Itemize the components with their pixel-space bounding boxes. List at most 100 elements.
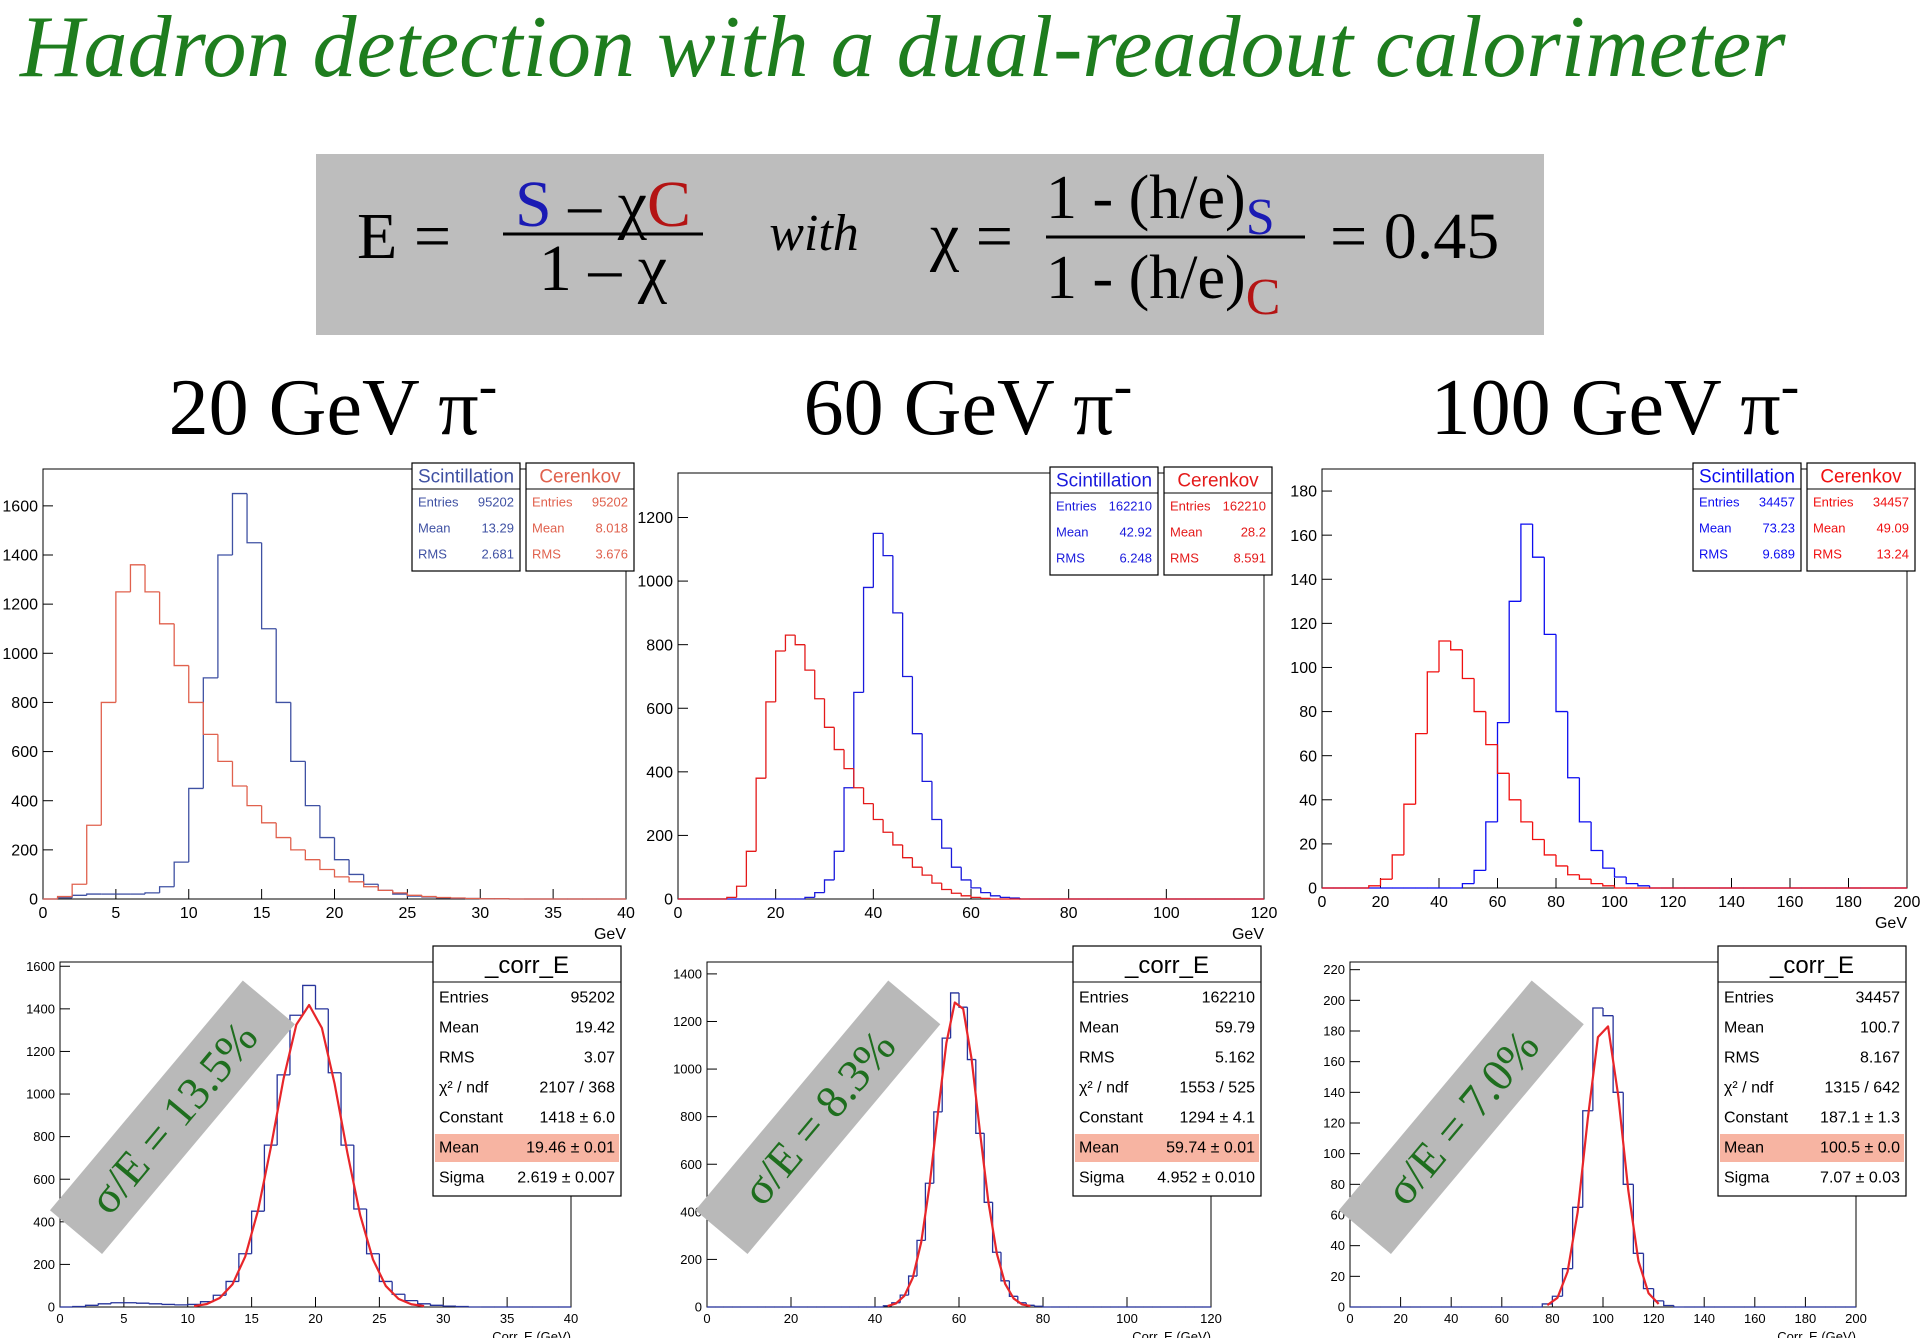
- stats-title: _corr_E: [1124, 952, 1209, 979]
- histogram-bin: [377, 884, 393, 892]
- histogram-bin: [84, 1304, 99, 1307]
- histogram-bin: [1578, 777, 1592, 823]
- histogram-bin: [1613, 868, 1627, 878]
- y-tick-label: 400: [680, 1204, 702, 1219]
- annotation-box: [49, 980, 295, 1255]
- stats-value: 3.676: [595, 547, 628, 562]
- histogram-bin: [348, 859, 364, 876]
- stats-box: Scintillation Entries 162210 Mean 42.92 RMS 6.…: [1049, 466, 1159, 576]
- histogram-bin: [1000, 1252, 1010, 1282]
- header-charge: -: [479, 355, 498, 417]
- histogram-bin: [290, 837, 306, 851]
- stats-label: Sigma: [1079, 1169, 1124, 1186]
- histogram-bin: [417, 1300, 431, 1305]
- histogram-bin: [911, 676, 923, 735]
- histogram-bin: [1602, 850, 1615, 869]
- stats-value: 162210: [1223, 499, 1266, 514]
- histogram-bin: [1642, 1253, 1654, 1290]
- y-tick-label: 1200: [637, 510, 673, 527]
- x-tick-label: 80: [1545, 1311, 1559, 1326]
- histogram-bin: [843, 749, 854, 770]
- y-tick-label: 220: [1323, 962, 1345, 977]
- histogram-bin: [363, 874, 379, 885]
- stats-label: Entries: [1056, 499, 1097, 514]
- stats-highlight: [1075, 1134, 1259, 1162]
- histogram-bin: [404, 1294, 418, 1302]
- y-tick-label: 180: [1323, 1024, 1345, 1039]
- histogram-bin: [1567, 865, 1580, 876]
- stats-value: 1418 ± 6.0: [539, 1109, 615, 1126]
- stats-label: Entries: [1170, 499, 1211, 514]
- histogram-bin: [1473, 869, 1486, 884]
- histogram-bin: [983, 1133, 993, 1203]
- stats-value: 100.5 ± 0.0: [1820, 1139, 1900, 1156]
- y-tick-label: 200: [1323, 993, 1345, 1008]
- stats-label: RMS: [1056, 551, 1085, 566]
- stats-value: 13.24: [1876, 547, 1909, 562]
- histogram-bin: [421, 895, 437, 898]
- histogram-bin: [1531, 821, 1545, 841]
- annotation-text: σ/E = 7.0%: [1375, 1021, 1549, 1215]
- x-tick-label: 180: [1835, 894, 1862, 911]
- y-tick-label: 200: [11, 842, 38, 859]
- histogram-bin: [966, 1007, 976, 1061]
- histogram-bin: [931, 781, 942, 821]
- stats-value: 73.23: [1762, 521, 1795, 536]
- stats-label: RMS: [1079, 1049, 1115, 1066]
- stats-label: Mean: [1724, 1139, 1764, 1156]
- histogram-bin: [391, 1281, 405, 1295]
- stats-label: RMS: [532, 547, 561, 562]
- histogram-bin: [1555, 854, 1568, 867]
- histogram-bin: [161, 1303, 175, 1306]
- formula-he: 1 - (h/e): [1046, 164, 1246, 232]
- histogram-bin: [231, 492, 248, 555]
- histogram-bin: [1450, 641, 1463, 651]
- x-tick-label: 100: [1601, 894, 1628, 911]
- x-tick-label: 20: [1372, 894, 1390, 911]
- stats-value: 34457: [1873, 495, 1909, 510]
- histogram-bin: [862, 787, 874, 805]
- y-tick-label: 20: [1331, 1269, 1345, 1284]
- histogram-bin: [1379, 878, 1393, 886]
- stats-value: 19.46 ± 0.01: [526, 1139, 615, 1156]
- histogram-bin: [892, 555, 903, 614]
- stats-title: Cerenkov: [539, 467, 621, 488]
- stats-value: 9.689: [1762, 547, 1795, 562]
- x-tick-label: 200: [1894, 894, 1921, 911]
- histogram-bin: [1625, 876, 1638, 885]
- histogram-bin: [1590, 879, 1603, 885]
- histogram-bin: [823, 698, 835, 728]
- histogram-bin: [924, 1182, 934, 1241]
- y-tick-label: 800: [646, 637, 673, 654]
- histogram-bin: [804, 896, 815, 899]
- histogram-bin: [892, 832, 903, 846]
- stats-box: Scintillation Entries 34457 Mean 73.23 RMS 9.6…: [1692, 462, 1802, 572]
- histogram-bin: [950, 889, 962, 894]
- x-tick-label: 60: [1495, 1311, 1509, 1326]
- stats-value: 187.1 ± 1.3: [1820, 1109, 1900, 1126]
- histogram-bin: [794, 635, 805, 646]
- histogram-bin: [246, 785, 262, 807]
- stats-label: Mean: [1079, 1139, 1119, 1156]
- histogram-bin: [158, 591, 175, 625]
- histogram-bin: [1613, 885, 1627, 889]
- formula-sub-c: C: [1246, 269, 1281, 326]
- histogram-bin: [853, 768, 864, 789]
- histogram-panel: 0 200 400 600 800 1000 1200 1400 1600 0 5 10 15 20 25 3…: [2, 462, 635, 943]
- stats-label: Entries: [1699, 495, 1740, 510]
- y-tick-label: 400: [33, 1214, 55, 1229]
- histogram-bin: [1485, 711, 1498, 746]
- y-tick-label: 800: [11, 695, 38, 712]
- histogram-bin: [100, 701, 116, 826]
- stats-value: 49.09: [1876, 521, 1909, 536]
- y-tick-label: 600: [11, 744, 38, 761]
- histogram-bin: [263, 1144, 278, 1212]
- y-tick-label: 120: [1290, 616, 1317, 633]
- histogram-bin: [340, 1072, 354, 1146]
- histogram-bin: [1637, 883, 1650, 887]
- stats-label: χ² / ndf: [1079, 1079, 1129, 1096]
- histogram-panel: 0 200 400 600 800 1000 1200 1400 1600 0 5 10 15 20 25 3…: [26, 945, 622, 1338]
- y-tick-label: 1000: [637, 574, 673, 591]
- y-tick-label: 1400: [2, 548, 38, 565]
